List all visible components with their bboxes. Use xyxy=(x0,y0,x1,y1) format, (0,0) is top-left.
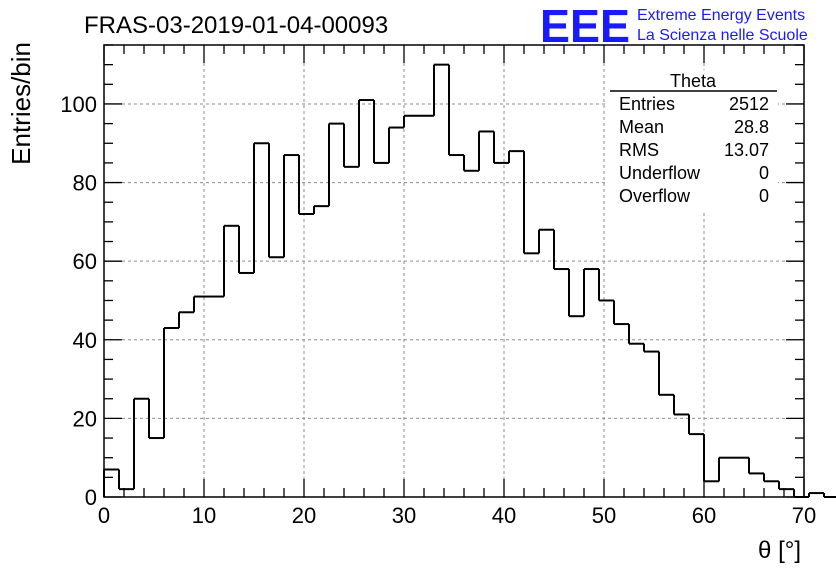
stats-row-label: Mean xyxy=(619,117,664,137)
x-tick-label: 0 xyxy=(98,503,110,528)
stats-row-label: Underflow xyxy=(619,163,701,183)
stats-row-label: Overflow xyxy=(619,186,691,206)
y-axis-label: Entries/bin xyxy=(6,42,36,165)
x-tick-labels: 0 10 20 30 40 50 60 70 xyxy=(98,503,816,528)
stats-box-title: Theta xyxy=(670,71,717,91)
y-tick-label: 100 xyxy=(60,92,97,117)
stats-row-value: 0 xyxy=(759,163,769,183)
x-tick-label: 60 xyxy=(692,503,716,528)
x-tick-label: 10 xyxy=(192,503,216,528)
x-tick-label: 70 xyxy=(792,503,816,528)
chart-title: FRAS-03-2019-01-04-00093 xyxy=(84,12,388,39)
eee-logo: EEE Extreme Energy Events La Scienza nel… xyxy=(540,0,808,52)
y-tick-label: 0 xyxy=(85,485,97,510)
x-tick-label: 40 xyxy=(492,503,516,528)
stats-row-label: Entries xyxy=(619,94,675,114)
stats-row-value: 0 xyxy=(759,186,769,206)
y-tick-label: 40 xyxy=(73,328,97,353)
y-tick-label: 20 xyxy=(73,406,97,431)
y-tick-label: 80 xyxy=(73,171,97,196)
x-tick-label: 50 xyxy=(592,503,616,528)
y-tick-label: 60 xyxy=(73,249,97,274)
stats-box: Theta Entries 2512 Mean 28.8 RMS 13.07 Underfl… xyxy=(608,70,778,210)
plot-frame xyxy=(103,44,805,498)
stats-row-value: 2512 xyxy=(729,94,769,114)
logo-line-2: La Scienza nelle Scuole xyxy=(637,27,808,44)
x-axis-label: θ [°] xyxy=(758,537,801,564)
axis-ticks xyxy=(103,44,805,498)
logo-mark: EEE xyxy=(540,0,630,52)
stats-rows: Entries 2512 Mean 28.8 RMS 13.07 Underflow 0 Ove… xyxy=(619,94,769,206)
stats-box-background xyxy=(608,70,778,210)
histogram-series xyxy=(103,63,836,498)
logo-line-1: Extreme Energy Events xyxy=(637,7,805,24)
stats-row-value: 28.8 xyxy=(734,117,769,137)
stats-row-label: RMS xyxy=(619,140,659,160)
x-tick-label: 30 xyxy=(392,503,416,528)
y-tick-labels: 0 20 40 60 80 100 xyxy=(60,92,97,510)
x-tick-label: 20 xyxy=(292,503,316,528)
stats-row-value: 13.07 xyxy=(724,140,769,160)
